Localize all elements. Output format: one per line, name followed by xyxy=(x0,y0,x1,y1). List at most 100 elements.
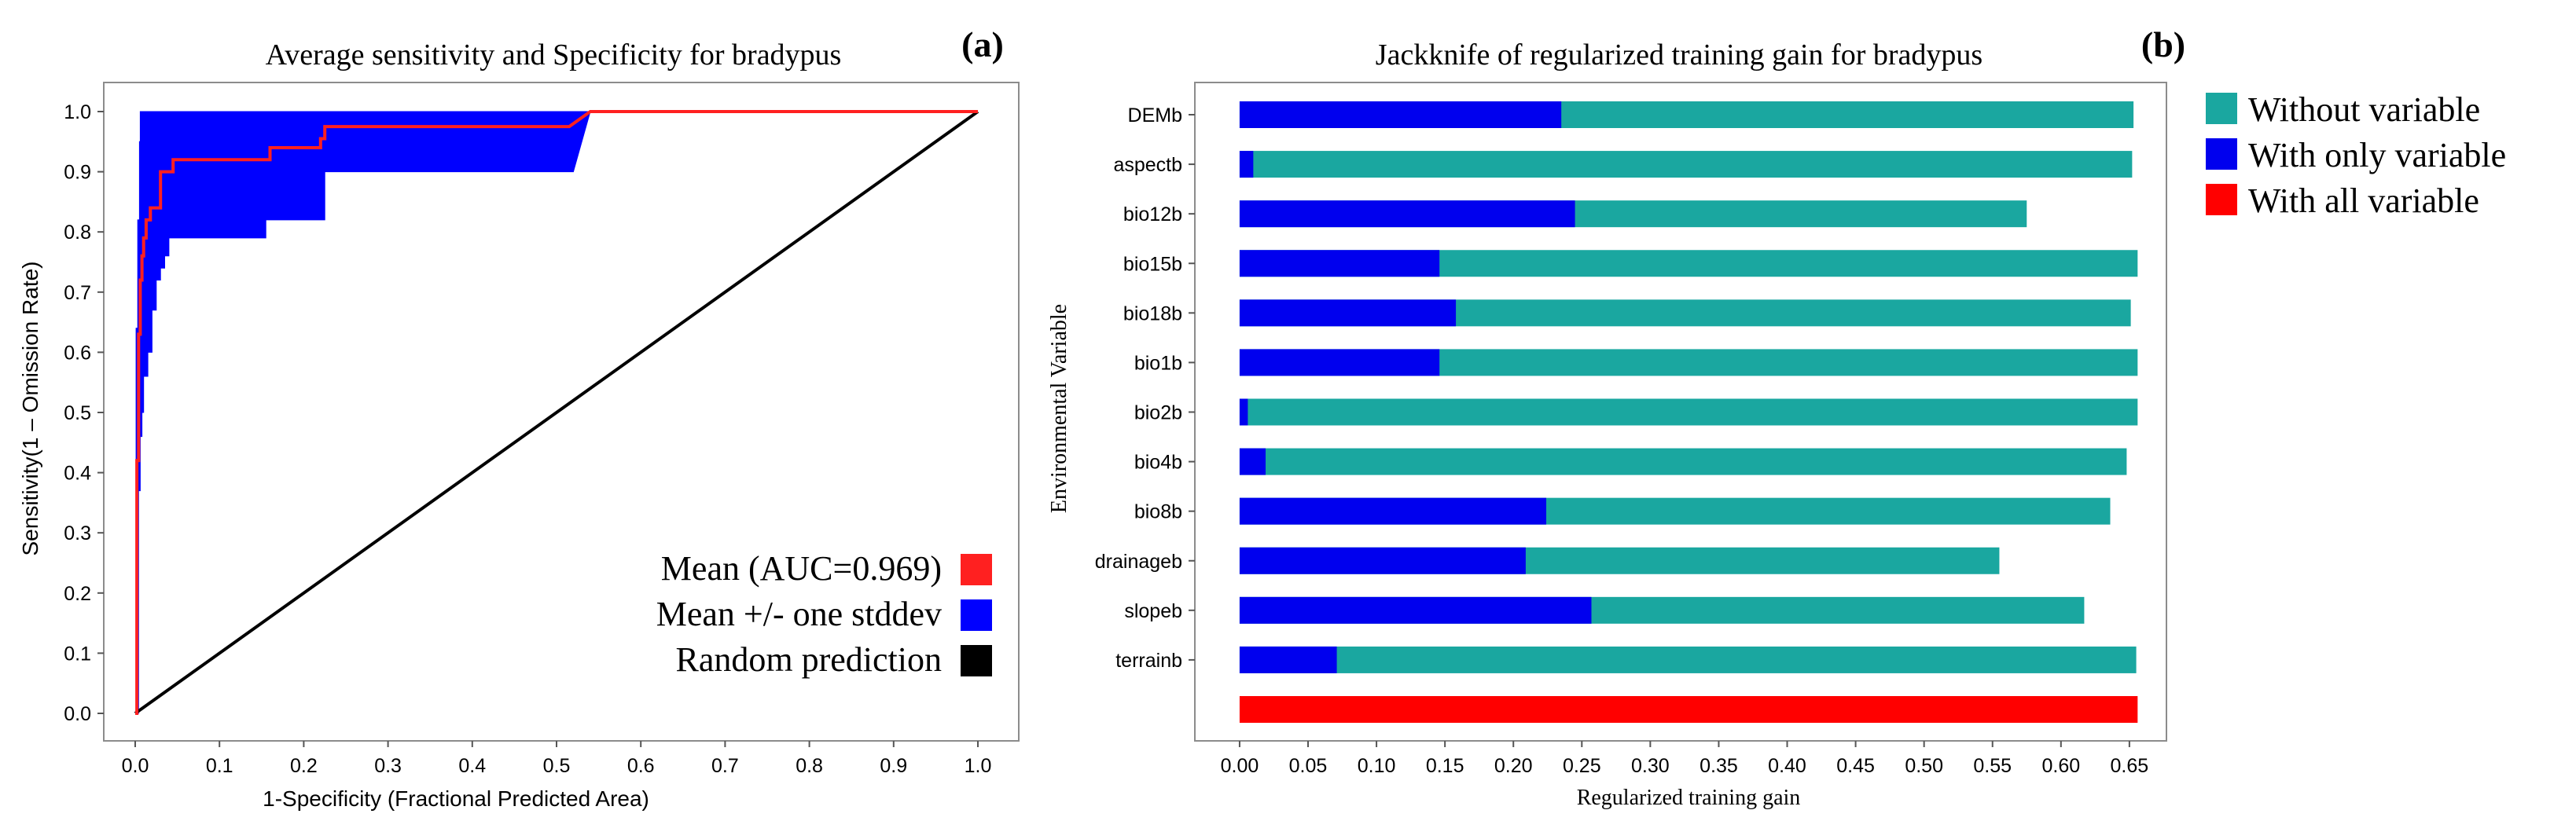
roc-panel-tag: (a) xyxy=(961,24,1004,64)
roc-mean-line xyxy=(135,110,978,715)
roc-y-tick-label: 0.8 xyxy=(64,222,91,244)
jk-category-label: slopeb xyxy=(1124,600,1182,622)
jackknife-x-axis-label: Regularized training gain xyxy=(1577,786,1801,810)
jk-bar-only xyxy=(1239,349,1440,376)
jackknife-category-labels: DEMb aspectb bio12b bio15b bio18b bio1b bio2b b… xyxy=(1095,104,1195,672)
roc-x-tick-label: 0.2 xyxy=(290,755,318,777)
jk-bar-only xyxy=(1239,497,1547,525)
jk-x-tick-label: 0.15 xyxy=(1426,755,1464,777)
jk-category-label: bio15b xyxy=(1123,253,1182,275)
roc-lines xyxy=(134,110,979,715)
jk-x-tick-label: 0.25 xyxy=(1563,755,1601,777)
jk-bar-only xyxy=(1239,448,1266,475)
jk-x-tick-label: 0.60 xyxy=(2041,755,2080,777)
jk-bar-only xyxy=(1239,596,1592,624)
jk-bar-only xyxy=(1239,151,1254,178)
jackknife-chart-title: Jackknife of regularized training gain f… xyxy=(1376,38,1983,71)
roc-y-tick-label: 0.9 xyxy=(64,162,91,184)
roc-y-tick-label: 0.4 xyxy=(64,463,91,485)
roc-stddev-area xyxy=(135,111,978,714)
jk-x-tick-label: 0.65 xyxy=(2111,755,2149,777)
jk-bar-only xyxy=(1239,250,1440,277)
roc-y-tick-label: 0.3 xyxy=(64,522,91,544)
jk-bar-without xyxy=(1239,151,2133,178)
jk-legend-label-only: With only variable xyxy=(2248,136,2506,174)
jk-category-label: bio4b xyxy=(1134,452,1182,474)
jackknife-y-axis-label: Environmental Variable xyxy=(1047,304,1071,513)
roc-x-tick-label: 0.5 xyxy=(543,755,571,777)
roc-legend-label-random: Random prediction xyxy=(676,640,943,679)
roc-y-tick-label: 0.2 xyxy=(64,583,91,605)
roc-legend-label-stddev: Mean +/- one stddev xyxy=(656,595,942,633)
jk-category-label: bio12b xyxy=(1123,203,1182,225)
jackknife-panel-tag: (b) xyxy=(2141,24,2185,64)
jk-bar-without xyxy=(1239,448,2127,475)
roc-legend: Mean (AUC=0.969) Mean +/- one stddev Ran… xyxy=(656,549,992,679)
roc-x-tick-label: 0.0 xyxy=(122,755,149,777)
jk-legend-swatch-only xyxy=(2206,138,2237,170)
jk-bar-only xyxy=(1239,398,1248,426)
roc-y-tick-label: 0.0 xyxy=(64,703,91,725)
roc-legend-swatch-mean xyxy=(961,554,992,585)
roc-y-ticks: 0.0 0.1 0.2 0.3 0.4 0.5 0.6 0.7 0.8 0.9 1.0 xyxy=(64,101,104,725)
roc-x-tick-label: 0.4 xyxy=(458,755,486,777)
jk-category-label: terrainb xyxy=(1115,650,1182,672)
roc-legend-label-mean: Mean (AUC=0.969) xyxy=(661,549,942,588)
jk-category-label: DEMb xyxy=(1128,104,1182,126)
jk-category-label: bio2b xyxy=(1134,402,1182,424)
jk-x-tick-label: 0.50 xyxy=(1905,755,1943,777)
jk-x-tick-label: 0.45 xyxy=(1836,755,1875,777)
jk-x-tick-label: 0.00 xyxy=(1221,755,1259,777)
roc-x-tick-label: 0.8 xyxy=(796,755,823,777)
roc-x-tick-label: 0.7 xyxy=(711,755,739,777)
jk-x-tick-label: 0.40 xyxy=(1768,755,1806,777)
jackknife-chart: Jackknife of regularized training gain f… xyxy=(1047,24,2506,810)
roc-random-line xyxy=(134,110,979,715)
roc-chart: Average sensitivity and Specificity for … xyxy=(18,24,1020,811)
jk-category-label: drainageb xyxy=(1095,551,1182,573)
roc-x-tick-label: 0.9 xyxy=(880,755,907,777)
roc-legend-swatch-stddev xyxy=(961,599,992,631)
roc-x-tick-label: 0.6 xyxy=(627,755,655,777)
roc-y-axis-label: Sensitivity(1 – Omission Rate) xyxy=(18,261,42,555)
roc-stddev-band xyxy=(135,111,978,714)
jk-x-tick-label: 0.20 xyxy=(1494,755,1533,777)
jk-bar-only xyxy=(1239,200,1575,228)
jk-bar-only xyxy=(1239,101,1562,128)
jackknife-bars xyxy=(1239,101,2138,723)
jackknife-x-ticks: 0.00 0.05 0.10 0.15 0.20 0.25 0.30 0.35 0.40 0.45… xyxy=(1221,741,2149,777)
roc-y-tick-label: 0.5 xyxy=(64,402,91,424)
jk-category-label: bio1b xyxy=(1134,352,1182,374)
jk-x-tick-label: 0.05 xyxy=(1289,755,1328,777)
roc-x-tick-label: 1.0 xyxy=(965,755,992,777)
jk-bar-without xyxy=(1239,646,2137,673)
jk-x-tick-label: 0.30 xyxy=(1631,755,1670,777)
jackknife-legend: Without variable With only variable With… xyxy=(2206,90,2506,220)
jk-bar-only xyxy=(1239,547,1526,574)
roc-x-tick-label: 0.3 xyxy=(374,755,402,777)
roc-y-tick-label: 0.1 xyxy=(64,643,91,665)
jk-bar-without xyxy=(1239,398,2138,426)
jk-legend-swatch-all xyxy=(2206,184,2237,215)
jk-legend-label-all: With all variable xyxy=(2248,181,2479,220)
roc-x-ticks: 0.0 0.1 0.2 0.3 0.4 0.5 0.6 0.7 0.8 0.9 1.0 xyxy=(122,741,992,777)
jk-x-tick-label: 0.35 xyxy=(1700,755,1738,777)
jk-legend-label-without: Without variable xyxy=(2248,90,2480,129)
jk-bar-only xyxy=(1239,299,1457,327)
jk-x-tick-label: 0.55 xyxy=(1973,755,2012,777)
roc-y-tick-label: 0.7 xyxy=(64,282,91,304)
jk-category-label: bio18b xyxy=(1123,302,1182,324)
roc-chart-title: Average sensitivity and Specificity for … xyxy=(266,38,842,71)
roc-y-tick-label: 0.6 xyxy=(64,342,91,364)
roc-y-tick-label: 1.0 xyxy=(64,101,91,123)
jk-x-tick-label: 0.10 xyxy=(1358,755,1396,777)
jk-bar-all xyxy=(1239,696,2138,723)
roc-legend-swatch-random xyxy=(961,645,992,676)
jk-category-label: bio8b xyxy=(1134,501,1182,523)
roc-x-axis-label: 1-Specificity (Fractional Predicted Area… xyxy=(263,786,649,811)
jk-bar-only xyxy=(1239,646,1337,673)
jk-legend-swatch-without xyxy=(2206,93,2237,124)
roc-x-tick-label: 0.1 xyxy=(206,755,233,777)
jk-category-label: aspectb xyxy=(1113,154,1182,176)
